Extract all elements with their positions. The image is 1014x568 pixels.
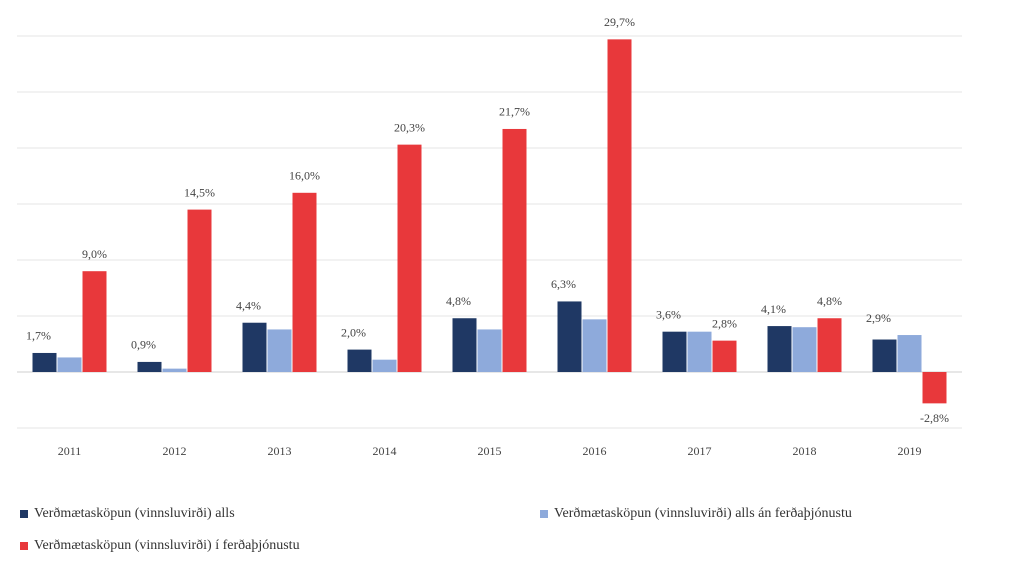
bar xyxy=(872,339,897,372)
bar xyxy=(792,327,817,372)
bar xyxy=(817,318,842,372)
data-label: 2,0% xyxy=(341,325,366,339)
bar xyxy=(32,352,57,372)
data-label: 4,8% xyxy=(817,294,842,308)
bar xyxy=(662,331,687,372)
bar xyxy=(242,322,267,372)
data-label: 2,8% xyxy=(712,316,737,330)
bar xyxy=(767,326,792,372)
data-label: 4,1% xyxy=(761,302,786,316)
data-label: 9,0% xyxy=(82,247,107,261)
legend-swatch xyxy=(540,510,548,518)
data-label: -2,8% xyxy=(920,411,949,425)
bar xyxy=(502,128,527,372)
data-label: 0,9% xyxy=(131,338,156,352)
bar xyxy=(687,331,712,372)
bar xyxy=(57,357,82,372)
bar xyxy=(267,329,292,372)
bar xyxy=(582,319,607,372)
x-tick-label: 2016 xyxy=(583,444,607,458)
bar xyxy=(82,271,107,372)
bar xyxy=(187,209,212,372)
bar xyxy=(137,361,162,372)
bar xyxy=(292,192,317,372)
legend-label: Verðmætasköpun (vinnsluvirði) alls xyxy=(34,506,235,521)
bar xyxy=(372,359,397,372)
bar xyxy=(347,349,372,372)
legend-swatch xyxy=(20,510,28,518)
bar xyxy=(557,301,582,372)
bar xyxy=(162,368,187,372)
data-label: 21,7% xyxy=(499,105,530,119)
data-label: 1,7% xyxy=(26,329,51,343)
bar xyxy=(452,318,477,372)
legend-label: Verðmætasköpun (vinnsluvirði) í ferðaþjó… xyxy=(34,538,300,553)
legend-label: Verðmætasköpun (vinnsluvirði) alls án fe… xyxy=(554,506,852,521)
bar xyxy=(712,340,737,372)
data-label: 16,0% xyxy=(289,169,320,183)
bar xyxy=(607,39,632,373)
legend: Verðmætasköpun (vinnsluvirði) alls Verðmæ… xyxy=(20,506,852,553)
x-tick-label: 2018 xyxy=(793,444,817,458)
data-label: 4,8% xyxy=(446,294,471,308)
data-label: 20,3% xyxy=(394,120,425,134)
x-tick-label: 2019 xyxy=(898,444,922,458)
bar xyxy=(397,144,422,372)
data-label: 4,4% xyxy=(236,298,261,312)
x-tick-label: 2013 xyxy=(268,444,292,458)
data-label: 6,3% xyxy=(551,277,576,291)
data-label: 2,9% xyxy=(866,311,891,325)
x-tick-label: 2017 xyxy=(688,444,712,458)
bar xyxy=(477,329,502,372)
bar xyxy=(897,335,922,372)
data-label: 3,6% xyxy=(656,307,681,321)
x-tick-label: 2014 xyxy=(373,444,397,458)
x-tick-label: 2012 xyxy=(163,444,187,458)
x-tick-label: 2011 xyxy=(58,444,82,458)
legend-swatch xyxy=(20,542,28,550)
data-label: 29,7% xyxy=(604,15,635,29)
data-label: 14,5% xyxy=(184,185,215,199)
bar xyxy=(922,372,947,404)
x-tick-label: 2015 xyxy=(478,444,502,458)
